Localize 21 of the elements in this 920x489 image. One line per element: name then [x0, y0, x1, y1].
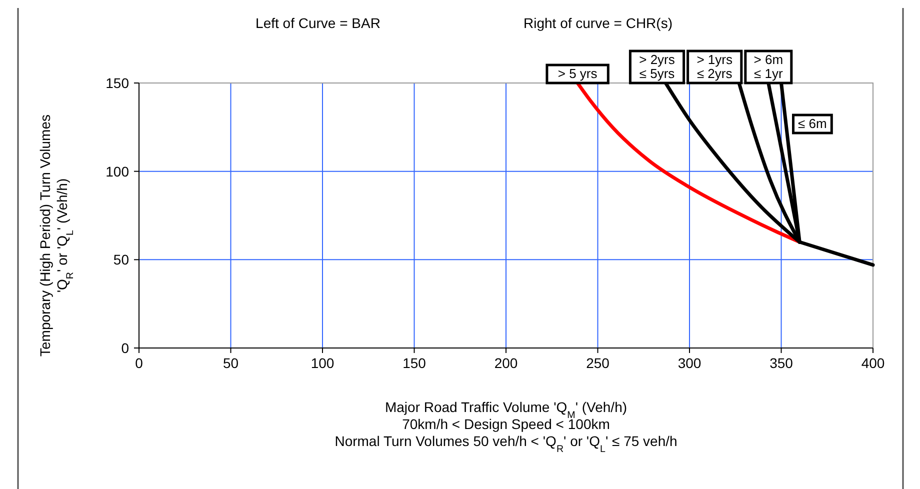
series-label: ≤ 6m	[798, 116, 827, 131]
x-tick-label: 0	[135, 355, 144, 371]
y-tick-label: 100	[106, 163, 130, 180]
y-tick-label: 50	[113, 252, 130, 268]
legend-label: > 2yrs ≤ 5yrs	[639, 52, 676, 81]
x-tick-label: 50	[222, 355, 239, 371]
x-tick-label: 200	[494, 355, 518, 371]
x-tick-label: 150	[402, 355, 426, 371]
series-label: > 1yrs ≤ 2yrs	[696, 52, 733, 81]
x-tick-label: 400	[861, 355, 885, 371]
text: Right of curve = CHR(s)	[524, 15, 672, 31]
x-tick-label: 350	[770, 355, 794, 371]
x-tick-label: 300	[678, 355, 702, 371]
x-tick-label: 250	[586, 355, 610, 371]
series-label: > 6m ≤ 1yr	[754, 52, 784, 81]
y-tick-label: 150	[106, 75, 130, 91]
series-label: > 5 yrs	[558, 66, 598, 81]
x-tick-label: 100	[310, 355, 334, 371]
text: Major Road Traffic Volume 'Q$_{M}$' (Veh/h) 70km/h < Design Speed < 100km Normal Turn Volumes 50 veh/h < 'Q$_{R}$' or 'Q$_{L}$' ≤ 75 veh/h	[334, 399, 678, 454]
text: Left of Curve = BAR	[256, 15, 380, 31]
y-tick-label: 0	[121, 340, 130, 356]
